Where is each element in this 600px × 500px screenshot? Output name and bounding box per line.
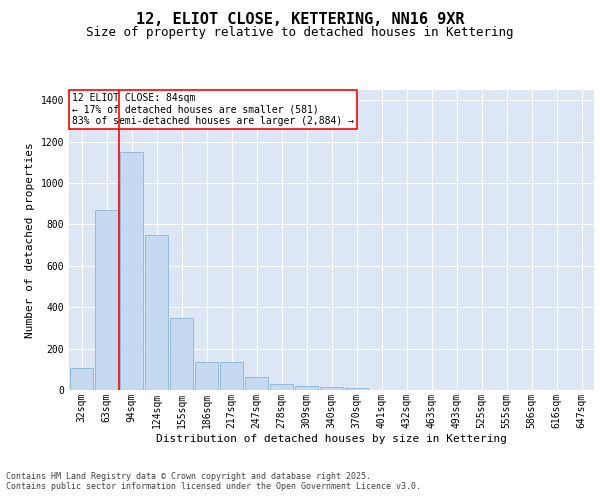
Text: Size of property relative to detached houses in Kettering: Size of property relative to detached ho… <box>86 26 514 39</box>
Text: Contains public sector information licensed under the Open Government Licence v3: Contains public sector information licen… <box>6 482 421 491</box>
Bar <box>170 318 193 390</box>
Bar <box>220 362 243 390</box>
Text: Contains HM Land Registry data © Crown copyright and database right 2025.: Contains HM Land Registry data © Crown c… <box>6 472 371 481</box>
Bar <box>70 368 93 390</box>
Y-axis label: Number of detached properties: Number of detached properties <box>25 142 35 338</box>
Bar <box>145 235 168 390</box>
X-axis label: Distribution of detached houses by size in Kettering: Distribution of detached houses by size … <box>156 434 507 444</box>
Bar <box>295 386 318 390</box>
Bar <box>195 362 218 390</box>
Bar <box>345 388 368 390</box>
Bar <box>320 387 343 390</box>
Bar <box>270 384 293 390</box>
Bar <box>120 152 143 390</box>
Bar <box>95 210 118 390</box>
Text: 12, ELIOT CLOSE, KETTERING, NN16 9XR: 12, ELIOT CLOSE, KETTERING, NN16 9XR <box>136 12 464 28</box>
Bar <box>245 376 268 390</box>
Text: 12 ELIOT CLOSE: 84sqm
← 17% of detached houses are smaller (581)
83% of semi-det: 12 ELIOT CLOSE: 84sqm ← 17% of detached … <box>71 93 353 126</box>
